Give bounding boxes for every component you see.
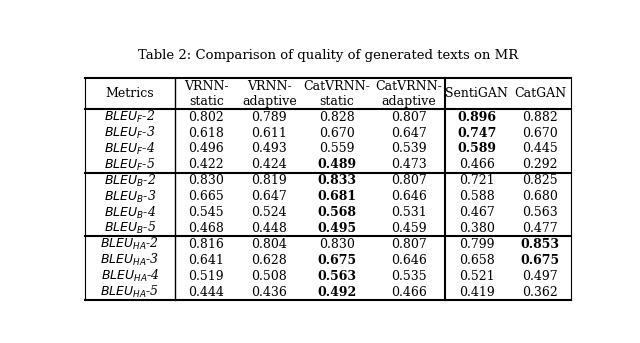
Text: 0.535: 0.535 (391, 270, 426, 283)
Text: 0.445: 0.445 (522, 142, 558, 155)
Text: 0.819: 0.819 (252, 174, 287, 187)
Text: 0.444: 0.444 (188, 285, 224, 298)
Text: Metrics: Metrics (106, 87, 154, 100)
Text: 0.362: 0.362 (522, 285, 558, 298)
Text: 0.508: 0.508 (252, 270, 287, 283)
Text: CatVRNN-
adaptive: CatVRNN- adaptive (375, 80, 442, 108)
Text: 0.448: 0.448 (252, 222, 287, 235)
Text: $BLEU_{HA}$-3: $BLEU_{HA}$-3 (100, 252, 159, 268)
Text: VRNN-
static: VRNN- static (184, 80, 228, 108)
Text: 0.611: 0.611 (252, 127, 287, 140)
Text: 0.477: 0.477 (522, 222, 558, 235)
Text: 0.495: 0.495 (317, 222, 356, 235)
Text: 0.618: 0.618 (188, 127, 224, 140)
Text: 0.519: 0.519 (189, 270, 224, 283)
Text: 0.807: 0.807 (391, 111, 426, 123)
Text: 0.436: 0.436 (252, 285, 287, 298)
Text: $BLEU_F$-3: $BLEU_F$-3 (104, 125, 156, 141)
Text: 0.380: 0.380 (459, 222, 495, 235)
Text: 0.524: 0.524 (252, 206, 287, 219)
Text: 0.882: 0.882 (522, 111, 558, 123)
Text: 0.681: 0.681 (317, 190, 356, 203)
Text: 0.641: 0.641 (188, 254, 224, 267)
Text: 0.807: 0.807 (391, 174, 426, 187)
Text: 0.747: 0.747 (457, 127, 497, 140)
Text: 0.670: 0.670 (522, 127, 558, 140)
Text: 0.816: 0.816 (188, 238, 224, 251)
Text: 0.497: 0.497 (522, 270, 558, 283)
Text: 0.853: 0.853 (520, 238, 559, 251)
Text: $BLEU_F$-5: $BLEU_F$-5 (104, 157, 156, 173)
Text: 0.665: 0.665 (188, 190, 224, 203)
Text: 0.424: 0.424 (252, 158, 287, 172)
Text: 0.466: 0.466 (390, 285, 427, 298)
Text: 0.531: 0.531 (391, 206, 426, 219)
Text: 0.830: 0.830 (319, 238, 355, 251)
Text: 0.804: 0.804 (252, 238, 287, 251)
Text: 0.647: 0.647 (252, 190, 287, 203)
Text: $BLEU_B$-4: $BLEU_B$-4 (104, 204, 156, 221)
Text: $BLEU_{HA}$-4: $BLEU_{HA}$-4 (100, 268, 159, 284)
Text: $BLEU_{HA}$-2: $BLEU_{HA}$-2 (100, 236, 159, 252)
Text: 0.496: 0.496 (188, 142, 224, 155)
Text: 0.559: 0.559 (319, 142, 355, 155)
Text: $BLEU_F$-4: $BLEU_F$-4 (104, 141, 156, 157)
Text: 0.675: 0.675 (520, 254, 560, 267)
Text: Table 2: Comparison of quality of generated texts on MR: Table 2: Comparison of quality of genera… (138, 49, 518, 62)
Text: $BLEU_F$-2: $BLEU_F$-2 (104, 109, 156, 125)
Text: 0.466: 0.466 (459, 158, 495, 172)
Text: SentiGAN: SentiGAN (445, 87, 508, 100)
Text: $BLEU_B$-3: $BLEU_B$-3 (104, 189, 156, 205)
Text: 0.292: 0.292 (522, 158, 558, 172)
Text: 0.825: 0.825 (522, 174, 558, 187)
Text: 0.467: 0.467 (459, 206, 495, 219)
Text: $BLEU_B$-5: $BLEU_B$-5 (104, 221, 156, 236)
Text: VRNN-
adaptive: VRNN- adaptive (242, 80, 297, 108)
Text: 0.563: 0.563 (522, 206, 558, 219)
Text: 0.799: 0.799 (459, 238, 495, 251)
Text: 0.545: 0.545 (189, 206, 224, 219)
Text: 0.493: 0.493 (252, 142, 287, 155)
Text: 0.646: 0.646 (390, 190, 427, 203)
Text: 0.675: 0.675 (317, 254, 356, 267)
Text: 0.896: 0.896 (458, 111, 497, 123)
Text: CatGAN: CatGAN (514, 87, 566, 100)
Text: 0.521: 0.521 (459, 270, 495, 283)
Text: 0.721: 0.721 (459, 174, 495, 187)
Text: $BLEU_{HA}$-5: $BLEU_{HA}$-5 (100, 284, 159, 300)
Text: 0.670: 0.670 (319, 127, 355, 140)
Text: 0.422: 0.422 (189, 158, 224, 172)
Text: 0.492: 0.492 (317, 285, 356, 298)
Text: 0.680: 0.680 (522, 190, 558, 203)
Text: 0.658: 0.658 (459, 254, 495, 267)
Text: 0.833: 0.833 (317, 174, 356, 187)
Text: 0.473: 0.473 (391, 158, 426, 172)
Text: 0.628: 0.628 (252, 254, 287, 267)
Text: 0.468: 0.468 (188, 222, 224, 235)
Text: 0.646: 0.646 (390, 254, 427, 267)
Text: 0.489: 0.489 (317, 158, 356, 172)
Text: 0.830: 0.830 (188, 174, 224, 187)
Text: 0.828: 0.828 (319, 111, 355, 123)
Text: 0.459: 0.459 (391, 222, 426, 235)
Text: 0.588: 0.588 (459, 190, 495, 203)
Text: 0.419: 0.419 (459, 285, 495, 298)
Text: 0.539: 0.539 (391, 142, 426, 155)
Text: 0.589: 0.589 (458, 142, 497, 155)
Text: 0.802: 0.802 (188, 111, 224, 123)
Text: 0.807: 0.807 (391, 238, 426, 251)
Text: 0.789: 0.789 (252, 111, 287, 123)
Text: CatVRNN-
static: CatVRNN- static (303, 80, 370, 108)
Text: 0.647: 0.647 (391, 127, 426, 140)
Text: 0.568: 0.568 (317, 206, 356, 219)
Text: $BLEU_B$-2: $BLEU_B$-2 (104, 173, 156, 189)
Text: 0.563: 0.563 (317, 270, 356, 283)
